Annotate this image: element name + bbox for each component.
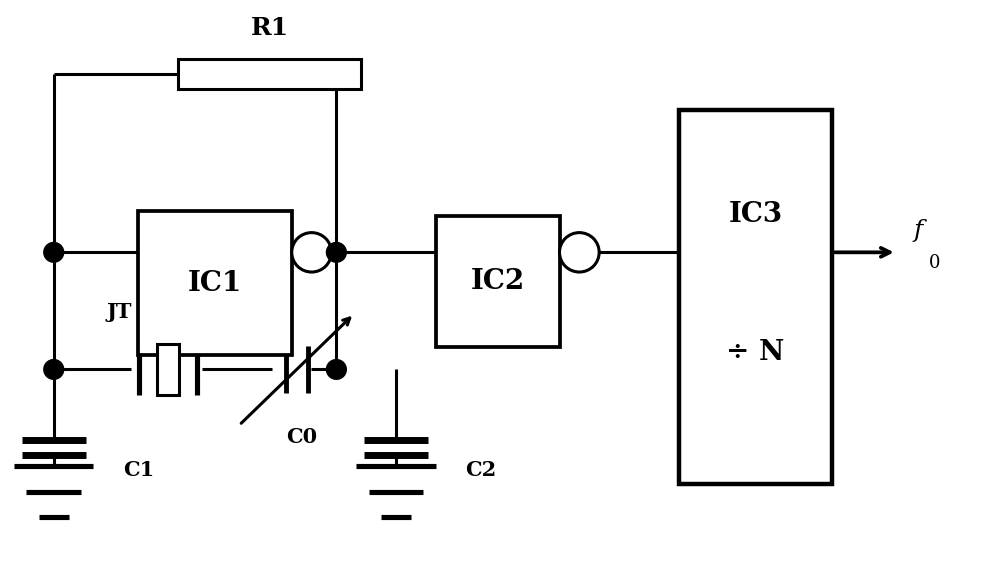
Text: JT: JT [106, 302, 132, 322]
Text: IC2: IC2 [470, 268, 525, 295]
Text: IC3: IC3 [728, 201, 782, 228]
Text: f: f [914, 218, 923, 242]
Bar [436, 216, 560, 347]
Bar [178, 58, 361, 89]
Bar [138, 211, 292, 355]
Text: C1: C1 [123, 460, 154, 480]
Circle shape [44, 242, 64, 262]
Ellipse shape [292, 233, 331, 272]
Text: 0: 0 [929, 255, 940, 272]
Text: ÷ N: ÷ N [726, 340, 785, 367]
Text: C0: C0 [286, 427, 317, 447]
Bar [157, 344, 179, 395]
Text: R1: R1 [250, 16, 289, 40]
Text: C2: C2 [465, 460, 497, 480]
Ellipse shape [560, 233, 599, 272]
Circle shape [326, 359, 346, 379]
Bar [679, 110, 832, 484]
Circle shape [44, 359, 64, 379]
Circle shape [326, 242, 346, 262]
Text: IC1: IC1 [188, 269, 242, 297]
